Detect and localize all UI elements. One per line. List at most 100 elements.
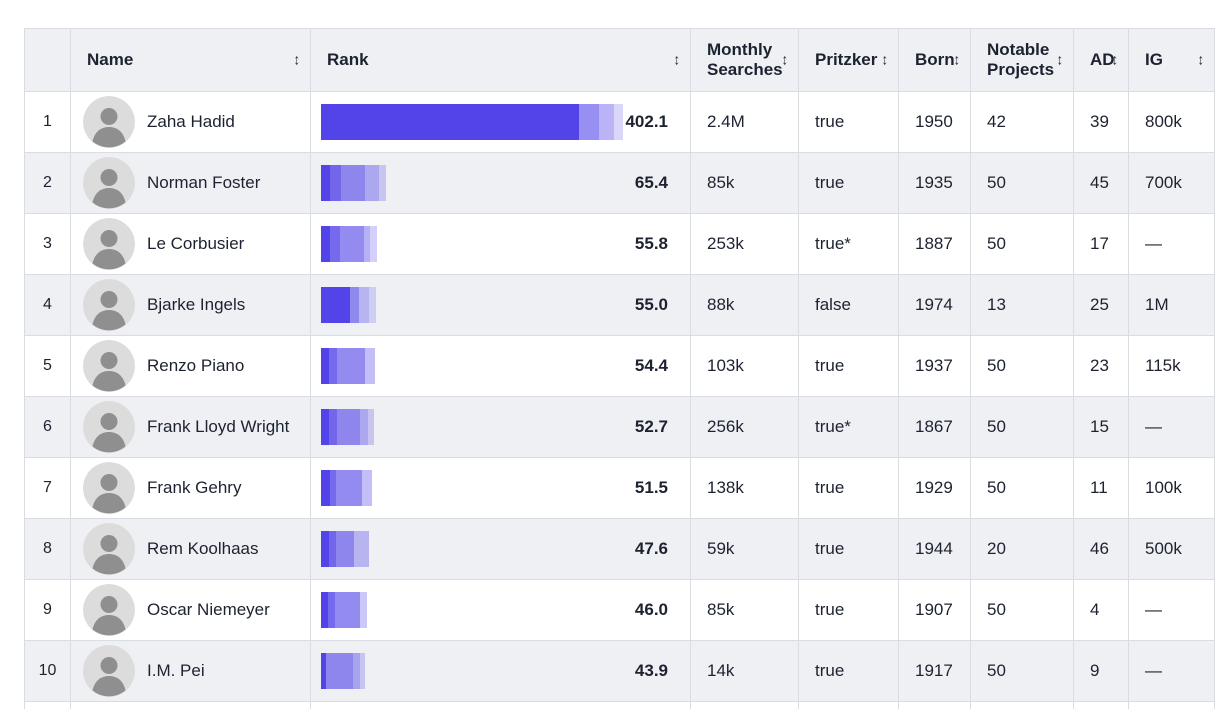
column-label: Name <box>87 50 134 70</box>
rank-bar-segment <box>368 409 374 445</box>
table-header: Name ↕ Rank ↕ Monthly Searches ↕ Pritzker ↕ Born… <box>25 28 1215 92</box>
notable-projects-cell: 50 <box>971 580 1074 640</box>
sort-updown-icon[interactable]: ↕ <box>673 50 681 68</box>
table-row: 3 Le Corbusier 55.8 253k true* 1887 50 17— <box>25 214 1215 275</box>
architect-avatar <box>83 523 135 575</box>
rank-bar-segment <box>321 165 331 201</box>
architect-name: Norman Foster <box>147 173 261 193</box>
table-row: 2 Norman Foster 65.4 85k true 1935 50 45 700k <box>25 153 1215 214</box>
column-label: Pritzker <box>815 50 878 70</box>
column-header-monthly[interactable]: Monthly Searches ↕ <box>691 29 799 91</box>
rank-bar-segment <box>326 653 353 689</box>
architect-name: Bjarke Ingels <box>147 295 246 315</box>
sort-updown-icon[interactable]: ↕ <box>781 50 789 68</box>
notable-projects-cell: 13 <box>971 275 1074 335</box>
name-cell: Frank Lloyd Wright <box>71 397 311 457</box>
monthly-searches-cell: 14k <box>691 641 799 701</box>
table-row: 9 Oscar Niemeyer 46.0 85k true 1907 50 4— <box>25 580 1215 641</box>
empty-cell <box>799 702 899 709</box>
rank-bar-segment <box>336 409 361 445</box>
rank-bar-segment <box>321 226 330 262</box>
born-cell: 1907 <box>899 580 971 640</box>
column-label: Monthly Searches <box>707 40 783 79</box>
monthly-searches-cell: 2.4M <box>691 92 799 152</box>
ad-cell: 4 <box>1074 580 1129 640</box>
monthly-searches-cell: 253k <box>691 214 799 274</box>
rank-value: 55.8 <box>634 234 668 253</box>
rank-value: 54.4 <box>634 356 668 375</box>
column-header-pritzker[interactable]: Pritzker ↕ <box>799 29 899 91</box>
column-header-ad[interactable]: AD ↕ <box>1074 29 1129 91</box>
rank-value: 43.9 <box>634 661 668 680</box>
empty-cell <box>1129 702 1215 709</box>
rank-cell: 52.7 <box>311 397 691 457</box>
rank-cell: 65.4 <box>311 153 691 213</box>
column-label: Born <box>915 50 955 70</box>
architect-avatar <box>83 401 135 453</box>
monthly-searches-cell: 138k <box>691 458 799 518</box>
ad-cell: 9 <box>1074 641 1129 701</box>
rank-bar-segment <box>321 653 327 689</box>
row-number: 4 <box>25 275 71 335</box>
rank-bar-segment <box>336 531 355 567</box>
rank-bar-segment <box>327 592 335 628</box>
sort-updown-icon[interactable]: ↕ <box>881 50 889 68</box>
notable-projects-cell: 50 <box>971 214 1074 274</box>
column-label: Notable Projects <box>987 40 1055 79</box>
sort-updown-icon[interactable]: ↕ <box>293 50 301 68</box>
architect-name: I.M. Pei <box>147 661 205 681</box>
table-row: 5 Renzo Piano 54.4 103k true 1937 50 23 115k <box>25 336 1215 397</box>
rank-value: 47.6 <box>634 539 668 558</box>
rank-cell: 46.0 <box>311 580 691 640</box>
rank-cell: 55.0 <box>311 275 691 335</box>
pritzker-cell: false <box>799 275 899 335</box>
rank-bar-segment <box>349 287 360 323</box>
rank-bar-segment <box>328 409 337 445</box>
architect-avatar <box>83 218 135 270</box>
ig-cell: 100k <box>1129 458 1215 518</box>
rank-bar-segment <box>359 287 369 323</box>
born-cell: 1867 <box>899 397 971 457</box>
rank-value: 402.1 <box>625 112 668 131</box>
rank-value: 52.7 <box>634 417 668 436</box>
architect-avatar <box>83 584 135 636</box>
pritzker-cell: true* <box>799 397 899 457</box>
rank-bar-segment <box>362 470 373 506</box>
rank-bar-segment <box>329 226 340 262</box>
column-header-born[interactable]: Born ↕ <box>899 29 971 91</box>
row-number: 9 <box>25 580 71 640</box>
column-header-ig[interactable]: IG ↕ <box>1129 29 1215 91</box>
architect-name: Frank Gehry <box>147 478 242 498</box>
rank-value: 51.5 <box>634 478 668 497</box>
sort-updown-icon[interactable]: ↕ <box>1111 50 1119 68</box>
empty-cell <box>691 702 799 709</box>
column-header-rank[interactable]: Rank ↕ <box>311 29 691 91</box>
column-label: IG <box>1145 50 1163 70</box>
rank-bar-segment <box>329 348 338 384</box>
column-header-projects[interactable]: Notable Projects ↕ <box>971 29 1074 91</box>
rank-bar-segment <box>354 531 369 567</box>
rank-bar-segment <box>330 470 337 506</box>
row-number: 5 <box>25 336 71 396</box>
sort-updown-icon[interactable]: ↕ <box>1197 50 1205 68</box>
born-cell: 1917 <box>899 641 971 701</box>
row-number: 6 <box>25 397 71 457</box>
rank-bar-segment <box>379 165 387 201</box>
rank-bar-segment <box>339 226 365 262</box>
empty-cell <box>71 702 311 709</box>
architect-name: Frank Lloyd Wright <box>147 417 290 437</box>
architect-avatar <box>83 157 135 209</box>
architect-avatar <box>83 96 135 148</box>
born-cell: 1974 <box>899 275 971 335</box>
sort-updown-icon[interactable]: ↕ <box>1056 50 1064 68</box>
architect-name: Rem Koolhaas <box>147 539 259 559</box>
born-cell: 1929 <box>899 458 971 518</box>
name-cell: Zaha Hadid <box>71 92 311 152</box>
monthly-searches-cell: 256k <box>691 397 799 457</box>
column-header-name[interactable]: Name ↕ <box>71 29 311 91</box>
rank-bar <box>321 470 373 506</box>
ad-cell: 39 <box>1074 92 1129 152</box>
rank-bar-segment <box>330 165 342 201</box>
sort-updown-icon[interactable]: ↕ <box>953 50 961 68</box>
